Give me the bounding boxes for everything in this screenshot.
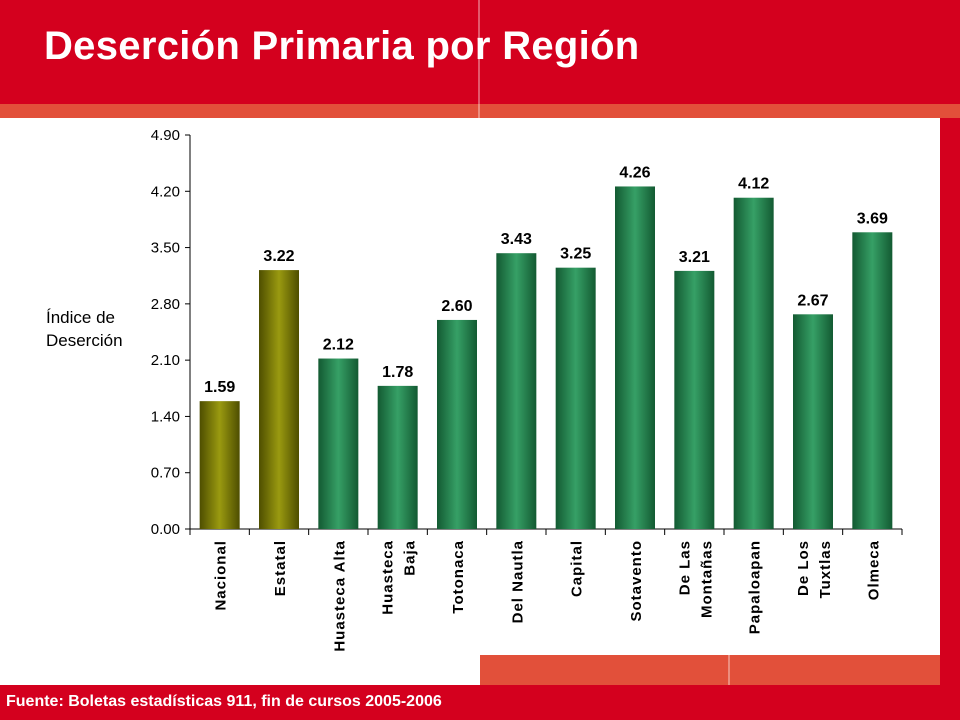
footer-accent-block xyxy=(480,655,940,685)
y-tick-label: 0.00 xyxy=(151,521,180,538)
x-tick-label: Tuxtlas xyxy=(817,540,834,598)
data-label: 1.78 xyxy=(382,364,413,381)
y-tick-label: 4.90 xyxy=(151,127,180,144)
x-tick-label: Huasteca Alta xyxy=(331,540,348,652)
bar xyxy=(259,270,299,529)
data-label: 3.69 xyxy=(857,210,888,227)
y-axis-label-line: Deserción xyxy=(46,331,123,350)
y-tick-label: 3.50 xyxy=(151,240,180,257)
right-edge-bar xyxy=(940,118,960,720)
header-accent-band xyxy=(0,104,960,118)
x-tick-label: Huasteca xyxy=(380,540,397,615)
x-tick-label: Olmeca xyxy=(865,540,882,600)
data-label: 1.59 xyxy=(204,379,235,396)
bar xyxy=(793,314,833,529)
bar xyxy=(674,270,715,529)
x-tick-label: Capital xyxy=(569,540,586,597)
footer-bar: Fuente: Boletas estadísticas 911, fin de… xyxy=(0,685,960,720)
y-tick-label: 0.70 xyxy=(151,465,180,482)
x-tick-label: Totonaca xyxy=(450,540,467,614)
data-label: 3.43 xyxy=(501,231,532,248)
x-tick-label: Papaloapan xyxy=(747,540,764,634)
y-tick-label: 2.10 xyxy=(151,352,180,369)
y-axis-label-line: Índice de xyxy=(46,308,115,327)
x-tick-label: De Las xyxy=(676,540,693,595)
data-label: 3.25 xyxy=(560,246,591,263)
y-tick-label: 2.80 xyxy=(151,296,180,313)
x-tick-label: Montañas xyxy=(698,540,715,618)
header-divider xyxy=(478,0,480,118)
slide-title: Deserción Primaria por Región xyxy=(44,24,640,68)
x-tick-label: Baja xyxy=(402,540,419,576)
bar xyxy=(852,232,893,529)
x-tick-label: Del Nautla xyxy=(509,540,526,623)
x-tick-label: Sotavento xyxy=(628,540,645,622)
y-tick-label: 4.20 xyxy=(151,183,180,200)
data-label: 2.12 xyxy=(323,337,354,354)
bar xyxy=(437,319,477,529)
data-label: 4.26 xyxy=(619,164,650,181)
bar xyxy=(496,253,537,529)
data-label: 3.21 xyxy=(679,249,710,266)
source-note: Fuente: Boletas estadísticas 911, fin de… xyxy=(6,693,442,710)
bar xyxy=(199,401,240,529)
x-tick-label: Estatal xyxy=(272,540,289,596)
header-bar xyxy=(0,0,960,104)
bar xyxy=(377,385,418,529)
y-tick-label: 1.40 xyxy=(151,408,180,425)
x-tick-label: De Los xyxy=(795,540,812,596)
data-label: 2.67 xyxy=(797,292,828,309)
data-label: 2.60 xyxy=(441,298,472,315)
bar xyxy=(615,186,655,529)
bar xyxy=(555,267,596,529)
data-label: 3.22 xyxy=(263,248,294,265)
footer-divider xyxy=(728,655,730,685)
bar xyxy=(318,358,359,529)
data-label: 4.12 xyxy=(738,176,769,193)
y-axis-label: Índice de Deserción xyxy=(46,306,146,352)
bar xyxy=(733,197,774,529)
x-tick-label: Nacional xyxy=(213,540,230,611)
